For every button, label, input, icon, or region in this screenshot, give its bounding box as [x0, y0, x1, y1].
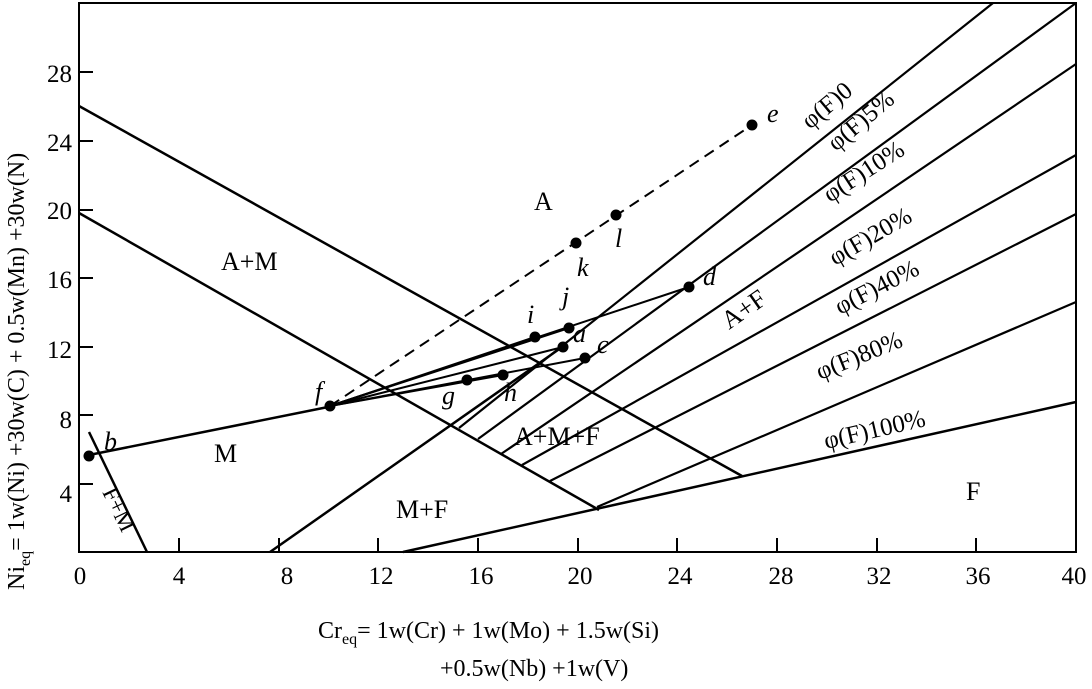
point-label-d: d [703, 262, 717, 291]
phase-boundaries [78, 104, 1077, 554]
point-labels: b f g h i j a c d k l e [104, 99, 779, 456]
region-label-f-m: F+M [98, 483, 141, 536]
y-tick-labels: 4 8 12 16 20 24 28 [47, 61, 73, 508]
x-axis-title-line1: Creq= 1w(Cr) + 1w(Mo) + 1.5w(Si) [318, 618, 659, 648]
y-axis-title-text: Nieq= 1w(Ni) +30w(C) + 0.5w(Mn) +30w(N) [4, 153, 34, 590]
x-ticks [78, 538, 977, 552]
point-label-g: g [442, 381, 455, 410]
point-label-a: a [573, 319, 586, 348]
point-label-i: i [527, 300, 534, 329]
m-upper-boundary-line [88, 404, 334, 457]
point-label-e: e [767, 99, 779, 128]
y-tick-label: 4 [60, 481, 73, 508]
point-l [610, 209, 622, 221]
point-label-f: f [315, 377, 326, 406]
tie-lines [329, 124, 753, 407]
point-a [557, 341, 569, 353]
point-label-c: c [597, 330, 609, 359]
point-h [497, 369, 509, 381]
point-i [529, 331, 541, 343]
region-label-f: F [966, 477, 980, 506]
y-tick-label: 8 [60, 407, 73, 434]
x-tick-label: 40 [1062, 563, 1087, 590]
point-j [563, 322, 575, 334]
ferrite-labels: φ(F)0 φ(F)5% φ(F)10% φ(F)20% φ(F)40% φ(F… [797, 77, 929, 455]
y-tick-label: 16 [47, 267, 72, 294]
ferrite-80-line [596, 300, 1077, 509]
point-g [461, 374, 473, 386]
ferrite-0-line [458, 2, 994, 429]
x-tick-label: 8 [281, 563, 294, 590]
point-label-j: j [559, 282, 569, 311]
ferrite-lines [458, 2, 1077, 509]
point-c [579, 352, 591, 364]
x-tick-label: 24 [668, 563, 694, 590]
point-d [683, 281, 695, 293]
region-label-a-f: A+F [716, 284, 772, 335]
region-label-m: M [214, 439, 237, 468]
data-points [83, 119, 758, 462]
point-e [746, 119, 758, 131]
point-k [570, 237, 582, 249]
y-axis-title: Nieq= 1w(Ni) +30w(C) + 0.5w(Mn) +30w(N) [4, 153, 34, 590]
m-boundary-line [78, 211, 600, 512]
x-tick-labels: 0 4 8 12 16 20 24 28 32 36 40 [74, 563, 1087, 590]
x-tick-label: 4 [173, 563, 186, 590]
point-f [324, 400, 336, 412]
a-boundary-line [78, 104, 743, 478]
dashed-tie-line-f-e [329, 124, 753, 407]
ferrite-40-line [549, 213, 1077, 482]
tie-line-f-h [329, 374, 504, 407]
y-tick-label: 24 [47, 130, 73, 157]
region-label-a: A [534, 187, 553, 216]
x-tick-label: 36 [966, 563, 991, 590]
point-label-h: h [504, 378, 517, 407]
ferrite-5-line [477, 2, 1077, 440]
ferrite-10-line [500, 63, 1077, 455]
y-tick-label: 20 [47, 198, 72, 225]
region-label-m-f: M+F [396, 495, 448, 524]
region-label-a-m: A+M [221, 247, 278, 276]
x-tick-label: 12 [369, 563, 394, 590]
region-labels: A A+M M A+M+F M+F F A+F F+M [98, 187, 981, 536]
region-label-a-m-f: A+M+F [514, 422, 600, 451]
x-axis-title-line2: +0.5w(Nb) +1w(V) [440, 656, 628, 682]
x-tick-label: 28 [769, 563, 794, 590]
x-tick-label: 32 [867, 563, 892, 590]
point-label-b: b [104, 427, 117, 456]
ferrite-80-label: φ(F)80% [812, 327, 906, 386]
point-label-l: l [615, 224, 622, 253]
x-tick-label: 20 [568, 563, 593, 590]
x-axis-title: Creq= 1w(Cr) + 1w(Mo) + 1.5w(Si) +0.5w(N… [318, 618, 659, 682]
x-tick-label: 16 [469, 563, 494, 590]
m-f-boundary-line [269, 343, 566, 554]
tie-line-f-a [329, 346, 564, 407]
ferrite-20-line [521, 154, 1077, 466]
y-ticks [79, 71, 93, 485]
point-b [83, 450, 95, 462]
point-label-k: k [577, 253, 589, 282]
ferrite-100-line [402, 400, 1077, 554]
y-tick-label: 12 [47, 337, 72, 364]
x-tick-label: 0 [74, 563, 87, 590]
tie-line-f-i [329, 336, 536, 407]
y-tick-label: 28 [47, 61, 72, 88]
